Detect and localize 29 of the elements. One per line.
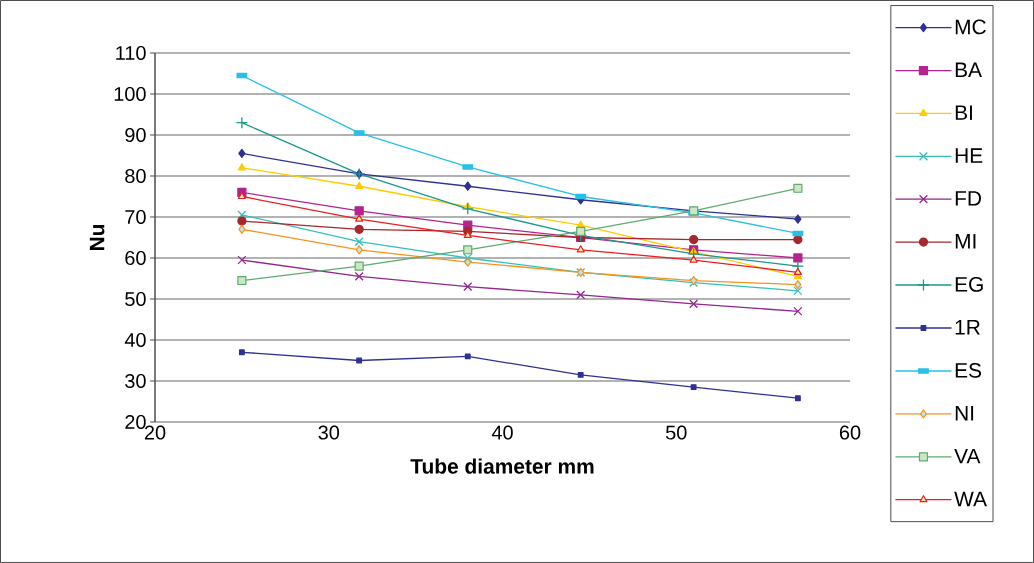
y-tick-label: 60 bbox=[125, 250, 146, 266]
legend-label: MI bbox=[955, 234, 976, 249]
legend-label: VA bbox=[954, 448, 981, 464]
legend-label: 1R bbox=[955, 320, 980, 335]
legend-label: NI bbox=[955, 406, 974, 421]
y-tick-label: 50 bbox=[125, 291, 146, 307]
y-tick-label: 70 bbox=[125, 209, 146, 225]
y-tick-label: 80 bbox=[125, 168, 146, 184]
x-tick-label: 20 bbox=[144, 425, 166, 440]
x-tick-label: 40 bbox=[491, 425, 513, 440]
y-tick-label: 100 bbox=[114, 86, 146, 102]
y-axis-title: Nu bbox=[89, 224, 105, 251]
legend-label: WA bbox=[954, 491, 987, 507]
x-axis-title: Tube diameter mm bbox=[410, 458, 594, 474]
y-tick-label: 110 bbox=[116, 45, 146, 61]
x-tick-label: 50 bbox=[665, 425, 687, 440]
legend-label: EG bbox=[955, 276, 983, 292]
legend-label: BI bbox=[955, 105, 972, 120]
legend-label: HE bbox=[955, 148, 983, 163]
legend-label: MC bbox=[955, 19, 986, 35]
y-tick-label: 90 bbox=[125, 127, 146, 143]
y-tick-label: 30 bbox=[125, 373, 146, 389]
x-tick-label: 30 bbox=[318, 425, 340, 440]
x-tick-label: 60 bbox=[839, 425, 861, 440]
legend-label: ES bbox=[955, 362, 982, 378]
y-tick-label: 20 bbox=[125, 414, 146, 430]
legend-label: BA bbox=[955, 62, 982, 77]
legend-label: FD bbox=[955, 191, 981, 206]
y-tick-label: 40 bbox=[124, 332, 146, 348]
